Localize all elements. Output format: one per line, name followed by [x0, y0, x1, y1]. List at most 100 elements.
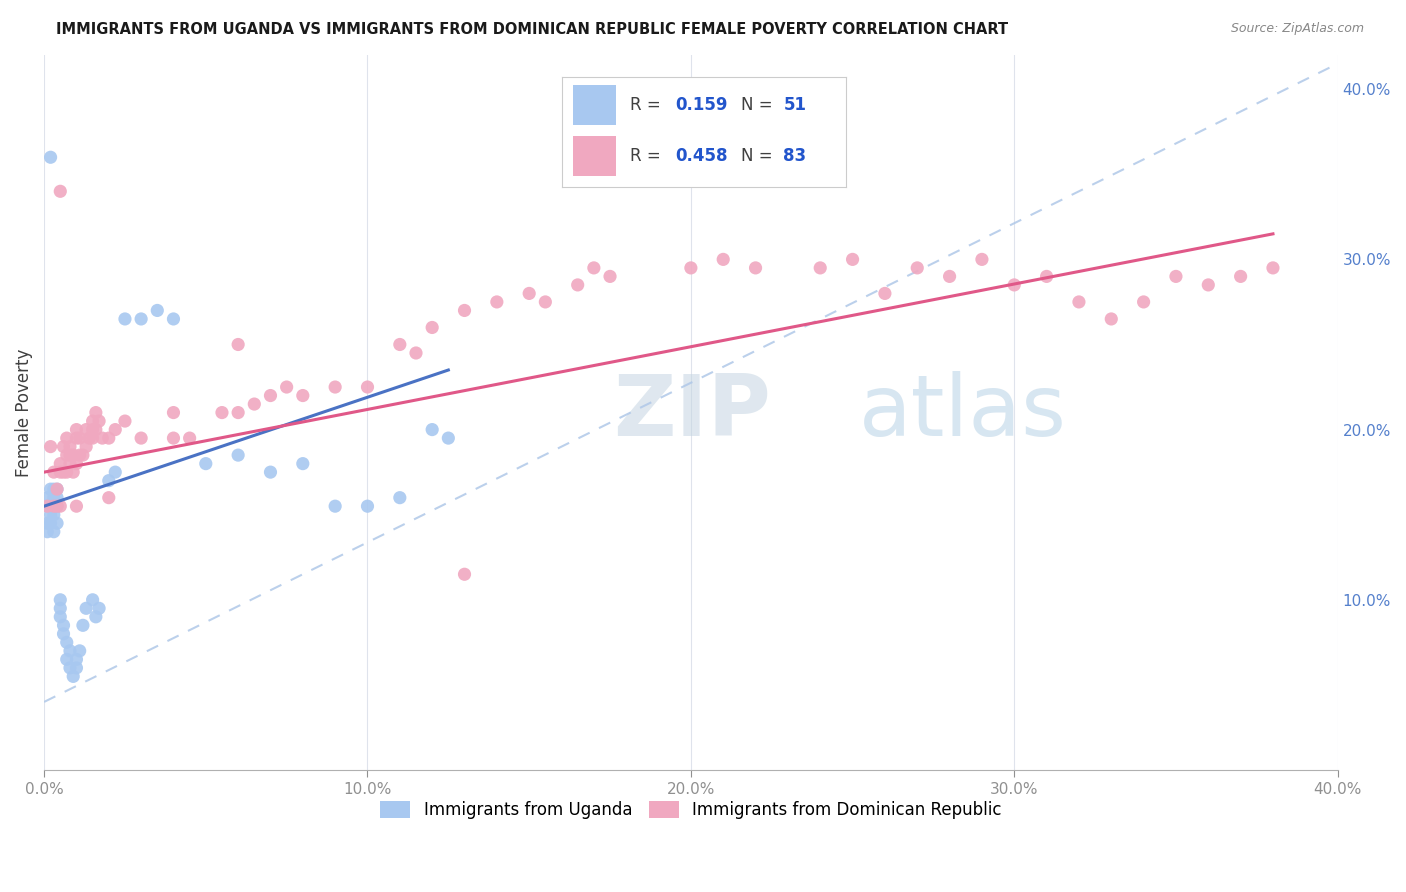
- Point: [52, 618, 75, 632]
- Point: [97, 491, 120, 505]
- Text: atlas: atlas: [859, 371, 1067, 454]
- Point: [37, 499, 59, 513]
- Point: [323, 380, 346, 394]
- Point: [52, 627, 75, 641]
- Point: [356, 380, 378, 394]
- Point: [39, 150, 62, 164]
- Point: [567, 277, 589, 292]
- Point: [1229, 269, 1251, 284]
- Point: [114, 414, 136, 428]
- Point: [146, 303, 169, 318]
- Point: [46, 491, 69, 505]
- Point: [72, 448, 94, 462]
- Point: [226, 406, 249, 420]
- Point: [42, 508, 65, 522]
- Point: [75, 440, 97, 454]
- Point: [69, 431, 91, 445]
- Point: [59, 661, 82, 675]
- Point: [55, 448, 77, 462]
- Point: [65, 423, 87, 437]
- Point: [42, 482, 65, 496]
- Point: [42, 524, 65, 539]
- Point: [162, 431, 184, 445]
- Point: [82, 431, 104, 445]
- Point: [808, 260, 831, 275]
- Point: [59, 644, 82, 658]
- Point: [129, 431, 152, 445]
- Point: [259, 465, 281, 479]
- Point: [49, 601, 72, 615]
- Point: [194, 457, 217, 471]
- Point: [39, 516, 62, 531]
- Point: [1261, 260, 1284, 275]
- Point: [162, 312, 184, 326]
- Point: [79, 431, 101, 445]
- Point: [599, 269, 621, 284]
- Point: [420, 423, 443, 437]
- Point: [55, 635, 77, 649]
- Point: [259, 388, 281, 402]
- Point: [62, 448, 84, 462]
- Point: [39, 508, 62, 522]
- Point: [534, 294, 557, 309]
- Point: [49, 592, 72, 607]
- Point: [37, 491, 59, 505]
- Point: [679, 260, 702, 275]
- Point: [276, 380, 298, 394]
- Point: [49, 609, 72, 624]
- Point: [82, 592, 104, 607]
- Point: [46, 499, 69, 513]
- Point: [226, 337, 249, 351]
- Point: [104, 423, 127, 437]
- Point: [388, 491, 411, 505]
- Point: [582, 260, 605, 275]
- Point: [69, 448, 91, 462]
- Point: [97, 474, 120, 488]
- Point: [84, 609, 107, 624]
- Point: [39, 482, 62, 496]
- Text: IMMIGRANTS FROM UGANDA VS IMMIGRANTS FROM DOMINICAN REPUBLIC FEMALE POVERTY CORR: IMMIGRANTS FROM UGANDA VS IMMIGRANTS FRO…: [56, 22, 1008, 37]
- Point: [84, 406, 107, 420]
- Point: [75, 423, 97, 437]
- Point: [75, 601, 97, 615]
- Point: [905, 260, 928, 275]
- Point: [485, 294, 508, 309]
- Point: [744, 260, 766, 275]
- Point: [46, 482, 69, 496]
- Point: [42, 465, 65, 479]
- Point: [1164, 269, 1187, 284]
- Point: [388, 337, 411, 351]
- Text: Source: ZipAtlas.com: Source: ZipAtlas.com: [1230, 22, 1364, 36]
- Point: [82, 414, 104, 428]
- Y-axis label: Female Poverty: Female Poverty: [15, 349, 32, 476]
- Point: [356, 499, 378, 513]
- Point: [211, 406, 233, 420]
- Point: [69, 644, 91, 658]
- Point: [42, 491, 65, 505]
- Point: [114, 312, 136, 326]
- Point: [1002, 277, 1025, 292]
- Point: [129, 312, 152, 326]
- Point: [87, 601, 110, 615]
- Point: [162, 406, 184, 420]
- Point: [243, 397, 266, 411]
- Point: [42, 499, 65, 513]
- Point: [453, 567, 475, 582]
- Point: [65, 652, 87, 666]
- Point: [841, 252, 863, 267]
- Point: [65, 457, 87, 471]
- Point: [91, 431, 114, 445]
- Point: [39, 499, 62, 513]
- Point: [104, 465, 127, 479]
- Point: [52, 440, 75, 454]
- Point: [179, 431, 201, 445]
- Point: [291, 388, 314, 402]
- Point: [72, 618, 94, 632]
- Point: [49, 184, 72, 198]
- Point: [82, 423, 104, 437]
- Point: [405, 346, 427, 360]
- Point: [1035, 269, 1057, 284]
- Point: [37, 524, 59, 539]
- Point: [65, 499, 87, 513]
- Point: [49, 465, 72, 479]
